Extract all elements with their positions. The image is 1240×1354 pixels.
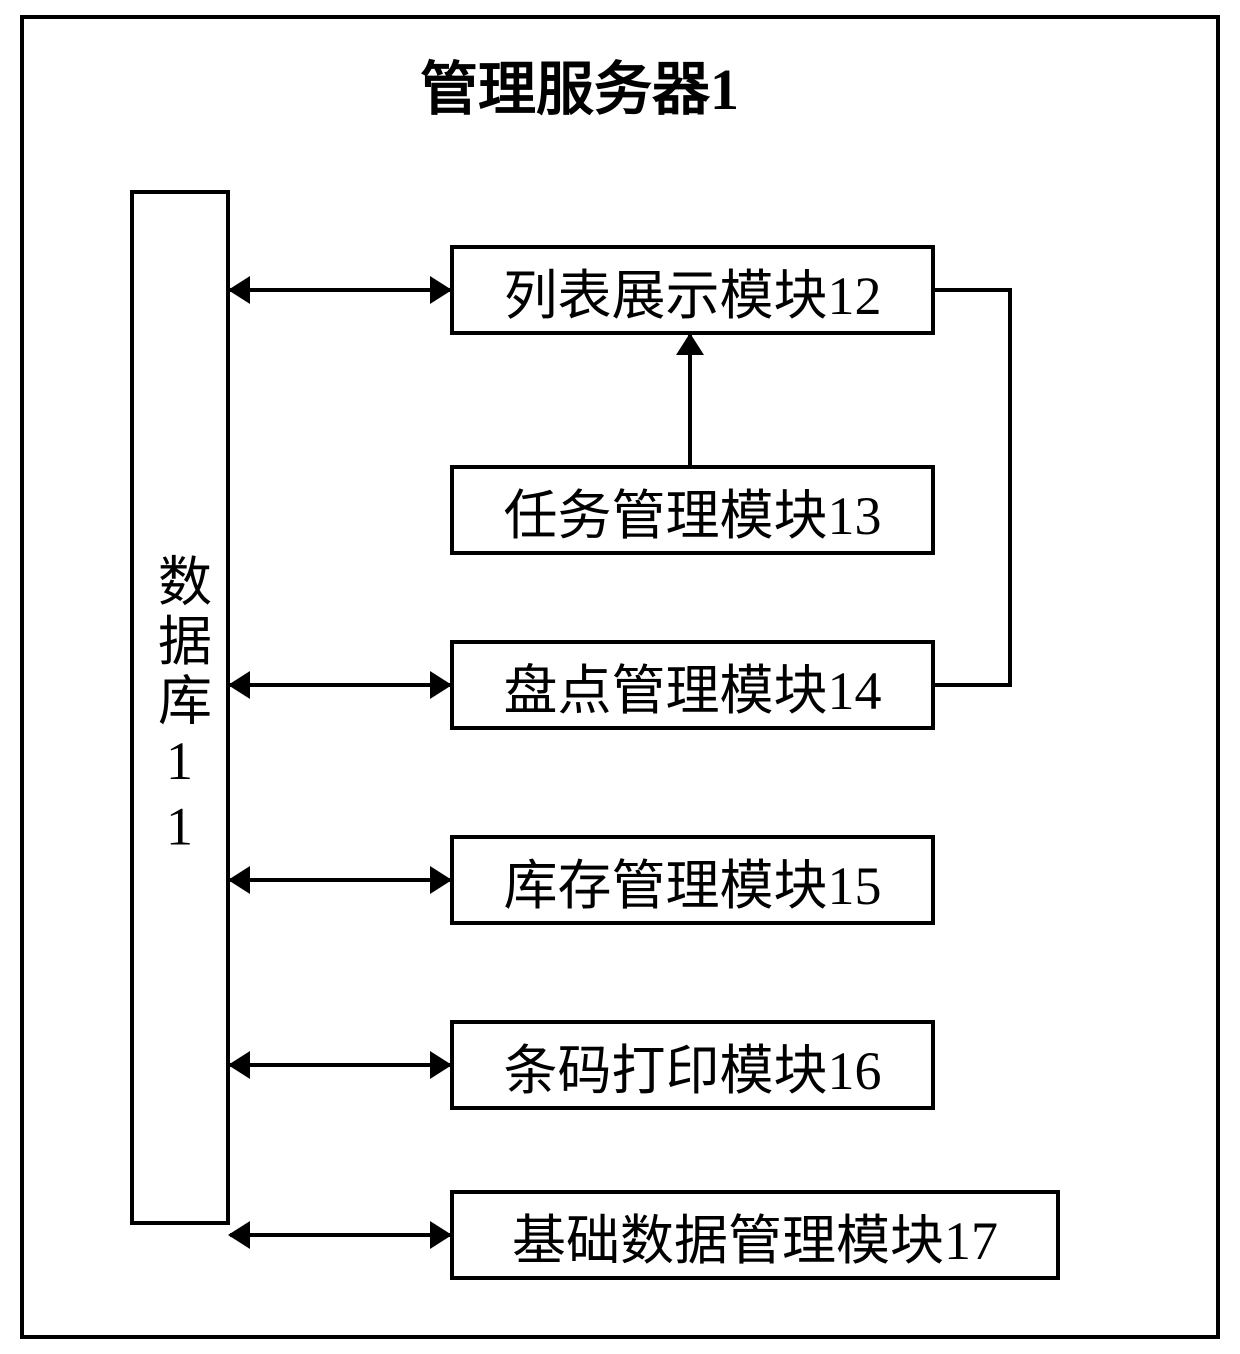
- node-module-12-label: 列表展示模块12: [504, 251, 882, 330]
- node-module-12: 列表展示模块12: [450, 245, 935, 335]
- node-module-15: 库存管理模块15: [450, 835, 935, 925]
- node-module-17-label: 基础数据管理模块17: [512, 1196, 998, 1275]
- node-module-13-label: 任务管理模块13: [504, 471, 882, 550]
- diagram-title: 管理服务器1: [420, 42, 739, 126]
- node-module-17: 基础数据管理模块17: [450, 1190, 1060, 1280]
- node-module-16-label: 条码打印模块16: [504, 1026, 882, 1105]
- node-module-14-label: 盘点管理模块14: [504, 646, 882, 725]
- node-database: 数据库11: [130, 190, 230, 1225]
- diagram-canvas: 管理服务器1 数据库11 列表展示模块12 任务管理模块13 盘点管理模块14 …: [0, 0, 1240, 1354]
- node-module-14: 盘点管理模块14: [450, 640, 935, 730]
- node-module-13: 任务管理模块13: [450, 465, 935, 555]
- node-module-16: 条码打印模块16: [450, 1020, 935, 1110]
- node-module-15-label: 库存管理模块15: [504, 841, 882, 920]
- node-database-label: 数据库11: [141, 553, 220, 862]
